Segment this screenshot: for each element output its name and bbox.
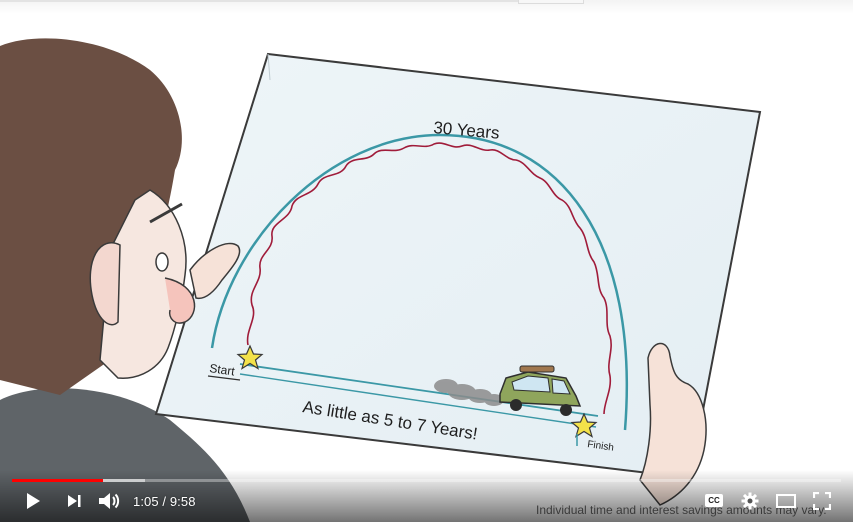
left-thumb [189,242,241,300]
nose [164,277,196,324]
top-divider [0,0,582,2]
gear-icon [741,492,759,510]
ear [89,242,121,326]
car-illustration [499,365,582,416]
exhaust-cloud [434,379,504,406]
road-line-bottom [239,373,597,428]
next-button[interactable] [63,490,85,512]
fullscreen-button[interactable] [811,490,833,512]
captions-button[interactable]: CC [703,491,725,509]
cc-icon: CC [705,493,723,507]
road-line-top [239,363,599,417]
start-underline [207,375,241,381]
theater-mode-button[interactable] [774,491,798,511]
top-tab [518,0,584,4]
thirty-year-arc [210,133,629,431]
top-strip [0,0,853,14]
cc-label: CC [708,495,720,505]
fullscreen-icon [813,492,831,510]
theater-mode-icon [776,494,796,508]
finish-label: Finish [587,439,615,454]
right-hand [639,342,707,506]
red-squiggle-path [246,142,612,415]
play-button[interactable] [22,490,44,512]
paper-fold [267,53,271,81]
settings-button[interactable] [739,490,761,512]
play-icon [27,493,40,509]
time-display: 1:05 / 9:58 [133,494,196,509]
progress-bar[interactable] [12,479,841,482]
start-star-icon [236,344,264,370]
finish-star-icon [570,412,598,438]
volume-icon [99,493,120,509]
volume-button[interactable] [97,489,121,513]
next-icon [68,495,81,507]
hair [0,38,182,395]
eye [155,252,169,272]
progress-played [12,479,104,482]
eyebrow [149,202,183,224]
start-label: Start [209,361,237,378]
